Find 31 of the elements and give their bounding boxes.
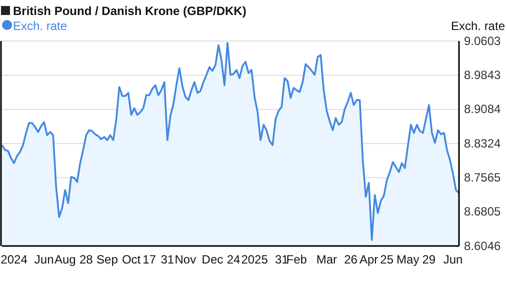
x-tick-label: Mar bbox=[316, 252, 338, 267]
y-tick-label: 8.6046 bbox=[464, 238, 502, 253]
y-tick-label: 8.7565 bbox=[464, 170, 502, 185]
y-tick-label: 8.9084 bbox=[464, 102, 502, 116]
y-axis-title: Exch. rate bbox=[450, 19, 506, 33]
x-tick-label: May bbox=[396, 252, 420, 267]
x-tick-label: Nov bbox=[174, 252, 196, 267]
x-tick-label: Jun bbox=[443, 252, 463, 267]
y-tick-label: 8.9843 bbox=[464, 68, 502, 82]
x-tick-label: 29 bbox=[422, 252, 436, 267]
x-tick-label: Jun bbox=[34, 252, 54, 267]
y-tick-label: 8.8324 bbox=[464, 136, 502, 150]
y-tick-label: 8.6805 bbox=[464, 204, 502, 219]
x-tick-label: 2024 bbox=[0, 252, 28, 267]
x-tick-label: Apr bbox=[359, 252, 378, 267]
x-tick-label: 25 bbox=[380, 252, 394, 267]
x-tick-label: 26 bbox=[344, 252, 358, 267]
x-tick-label: Oct bbox=[122, 252, 142, 267]
x-tick-label: 31 bbox=[274, 252, 289, 267]
x-tick-label: Sep bbox=[96, 252, 118, 267]
x-tick-label: Dec bbox=[202, 252, 224, 267]
x-tick-label: 31 bbox=[160, 252, 174, 267]
x-tick-label: Feb bbox=[286, 252, 308, 267]
y-tick-label: 9.0603 bbox=[464, 34, 502, 48]
x-tick-label: Aug bbox=[54, 252, 76, 267]
chart-title: British Pound / Danish Krone (GBP/DKK) bbox=[13, 4, 246, 18]
x-tick-label: 2025 bbox=[241, 252, 268, 267]
legend-label: Exch. rate bbox=[13, 19, 68, 33]
x-tick-label: 17 bbox=[142, 252, 156, 267]
x-tick-label: 24 bbox=[226, 252, 240, 267]
x-tick-label: 28 bbox=[80, 252, 94, 267]
